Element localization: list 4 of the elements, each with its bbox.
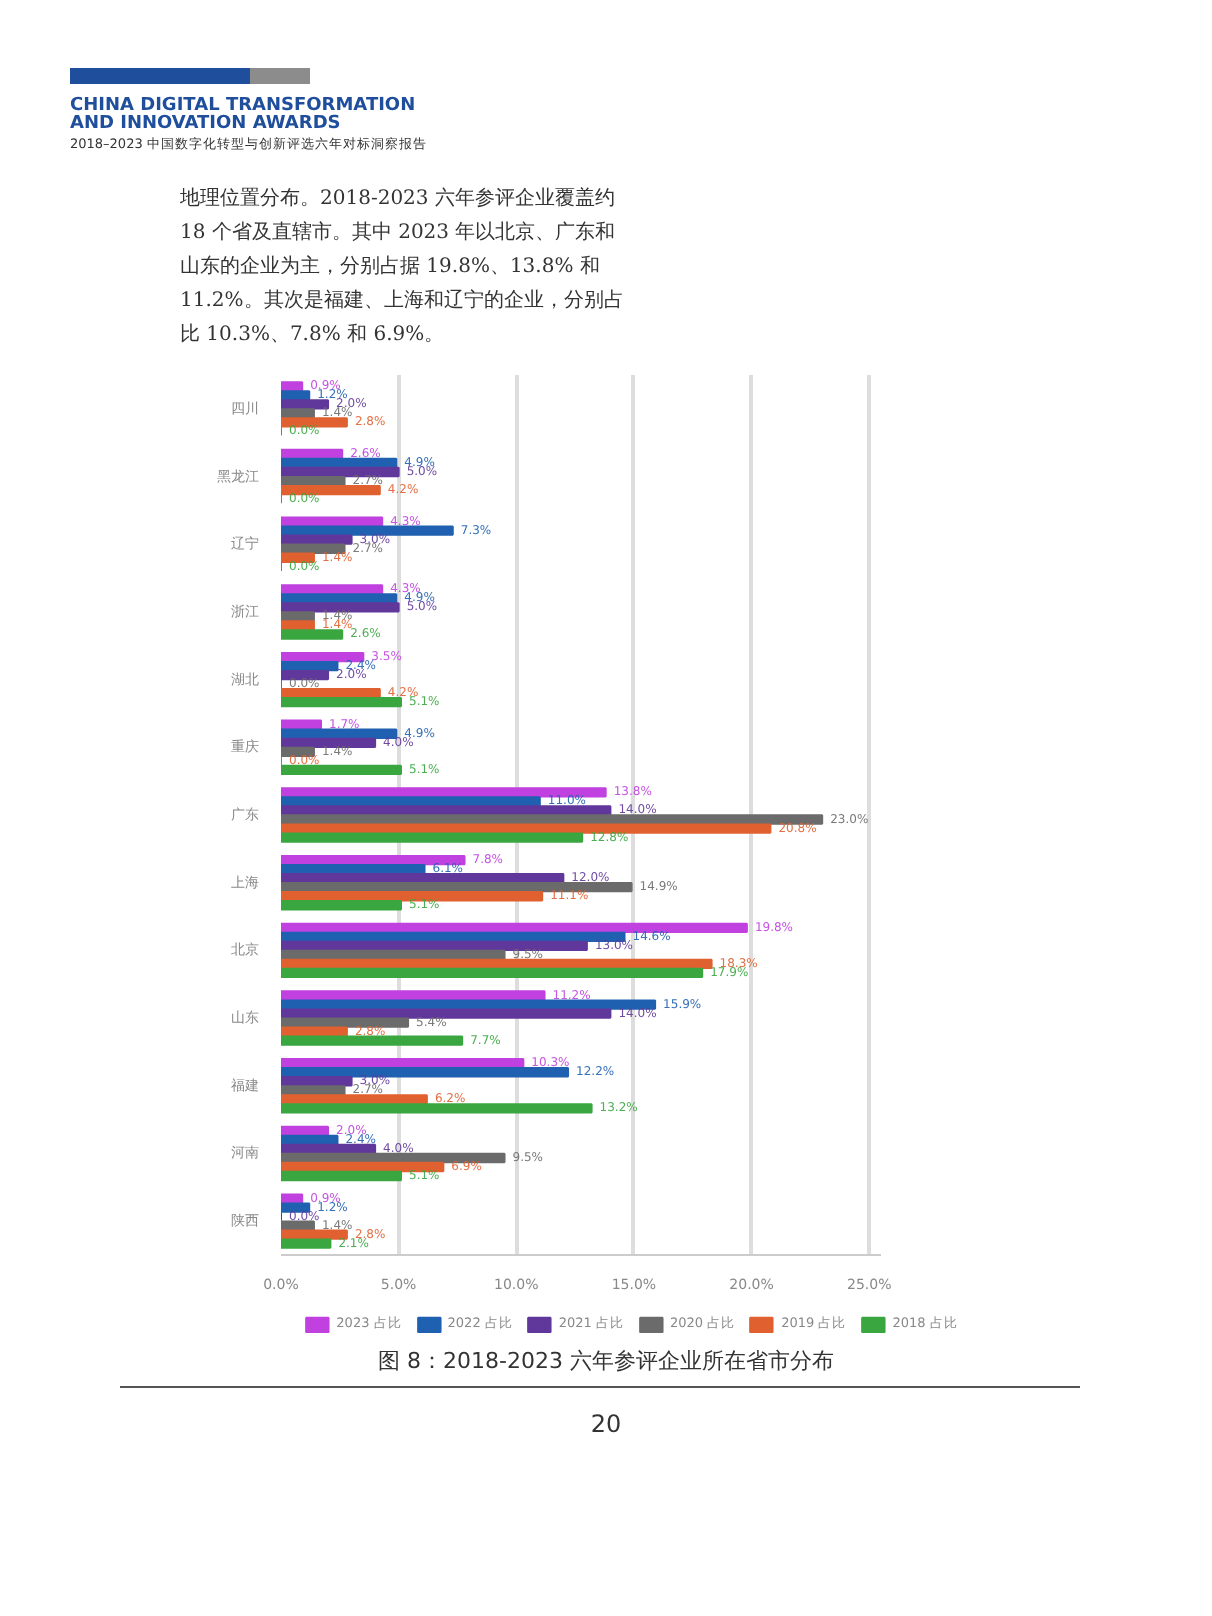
text: 地理位置分布。2018-2023 六年参评企业覆盖约 18 个省及直辖市。其中 2023 年以北京、广东和山东的企业为主，分别占据 19.8%、13.8% 和 11.2%。其次是福建、上海和辽宁的企业，分别占比 10.3%、7.8% 和 6.9%。 [180, 185, 626, 351]
text: 图 8：2018-2023 六年参评企业所在省市分布 [378, 1346, 834, 1379]
text: CHINA DIGITAL TRANSFORMATION AND INNOVATION AWARDS [70, 96, 416, 135]
text: 20 [590, 1408, 622, 1443]
